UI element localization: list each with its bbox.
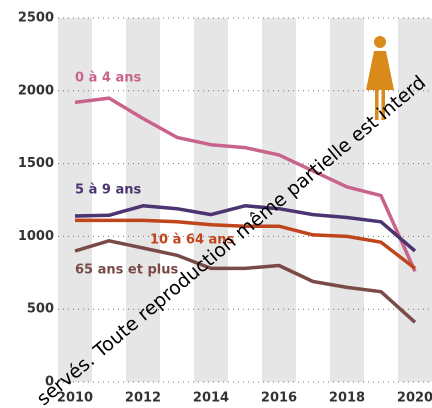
series-line: [74, 239, 417, 324]
stripe: [296, 18, 330, 382]
x-tick-label: 2020: [397, 391, 432, 406]
stripe: [228, 18, 262, 382]
stripe: [126, 18, 160, 382]
x-tick-label: 2010: [57, 391, 93, 406]
y-tick-label: 2000: [18, 83, 54, 98]
series-line: [75, 218, 417, 270]
stripe: [194, 18, 228, 382]
series-label: 65 ans et plus: [75, 263, 178, 278]
series-line: [74, 204, 417, 253]
stripe: [160, 18, 194, 382]
y-tick-label: 500: [27, 302, 54, 317]
stripe: [330, 18, 364, 382]
x-tick-label: 2018: [329, 391, 365, 406]
x-tick-label: 2016: [261, 391, 297, 406]
y-tick-label: 1000: [18, 229, 54, 244]
y-tick-label: 1500: [18, 156, 54, 171]
stripe: [262, 18, 296, 382]
series-label: 5 à 9 ans: [75, 183, 141, 198]
series-line: [74, 96, 417, 273]
x-tick-label: 2012: [125, 391, 161, 406]
series-label: 0 à 4 ans: [75, 71, 141, 86]
y-tick-label: 2500: [18, 11, 54, 26]
x-tick-label: 2014: [193, 391, 229, 406]
female-icon: [366, 36, 394, 120]
series-label: 10 à 64 ans: [150, 233, 235, 248]
y-tick-label: 0: [45, 375, 54, 390]
stripe: [92, 18, 126, 382]
stripe: [58, 18, 92, 382]
